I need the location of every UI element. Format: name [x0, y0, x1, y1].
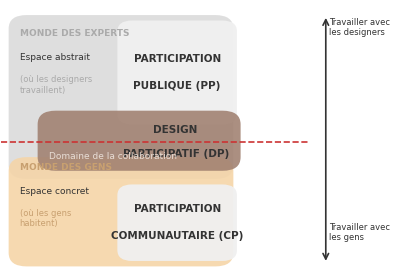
- FancyBboxPatch shape: [9, 15, 233, 179]
- Text: PUBLIQUE (PP): PUBLIQUE (PP): [133, 81, 221, 91]
- Text: PARTICIPATIF (DP): PARTICIPATIF (DP): [123, 149, 229, 160]
- Text: PARTICIPATION: PARTICIPATION: [133, 204, 221, 214]
- Text: DESIGN: DESIGN: [154, 125, 198, 135]
- Text: Travailler avec
les designers: Travailler avec les designers: [330, 18, 390, 37]
- FancyBboxPatch shape: [118, 184, 237, 261]
- FancyBboxPatch shape: [9, 157, 233, 266]
- FancyBboxPatch shape: [38, 111, 241, 171]
- Text: MONDE DES EXPERTS: MONDE DES EXPERTS: [19, 29, 129, 38]
- Text: PARTICIPATION: PARTICIPATION: [133, 54, 221, 64]
- FancyBboxPatch shape: [118, 20, 237, 124]
- Text: (où les designers
travaillent): (où les designers travaillent): [19, 75, 92, 95]
- Text: (où les gens
habitent): (où les gens habitent): [19, 209, 71, 229]
- Text: Espace abstrait: Espace abstrait: [19, 53, 89, 62]
- Text: COMMUNAUTAIRE (CP): COMMUNAUTAIRE (CP): [111, 231, 243, 241]
- Text: Espace concret: Espace concret: [19, 187, 89, 196]
- Text: Domaine de la collaboration: Domaine de la collaboration: [48, 152, 177, 161]
- Text: MONDE DES GENS: MONDE DES GENS: [19, 163, 112, 172]
- Text: Travailler avec
les gens: Travailler avec les gens: [330, 223, 390, 242]
